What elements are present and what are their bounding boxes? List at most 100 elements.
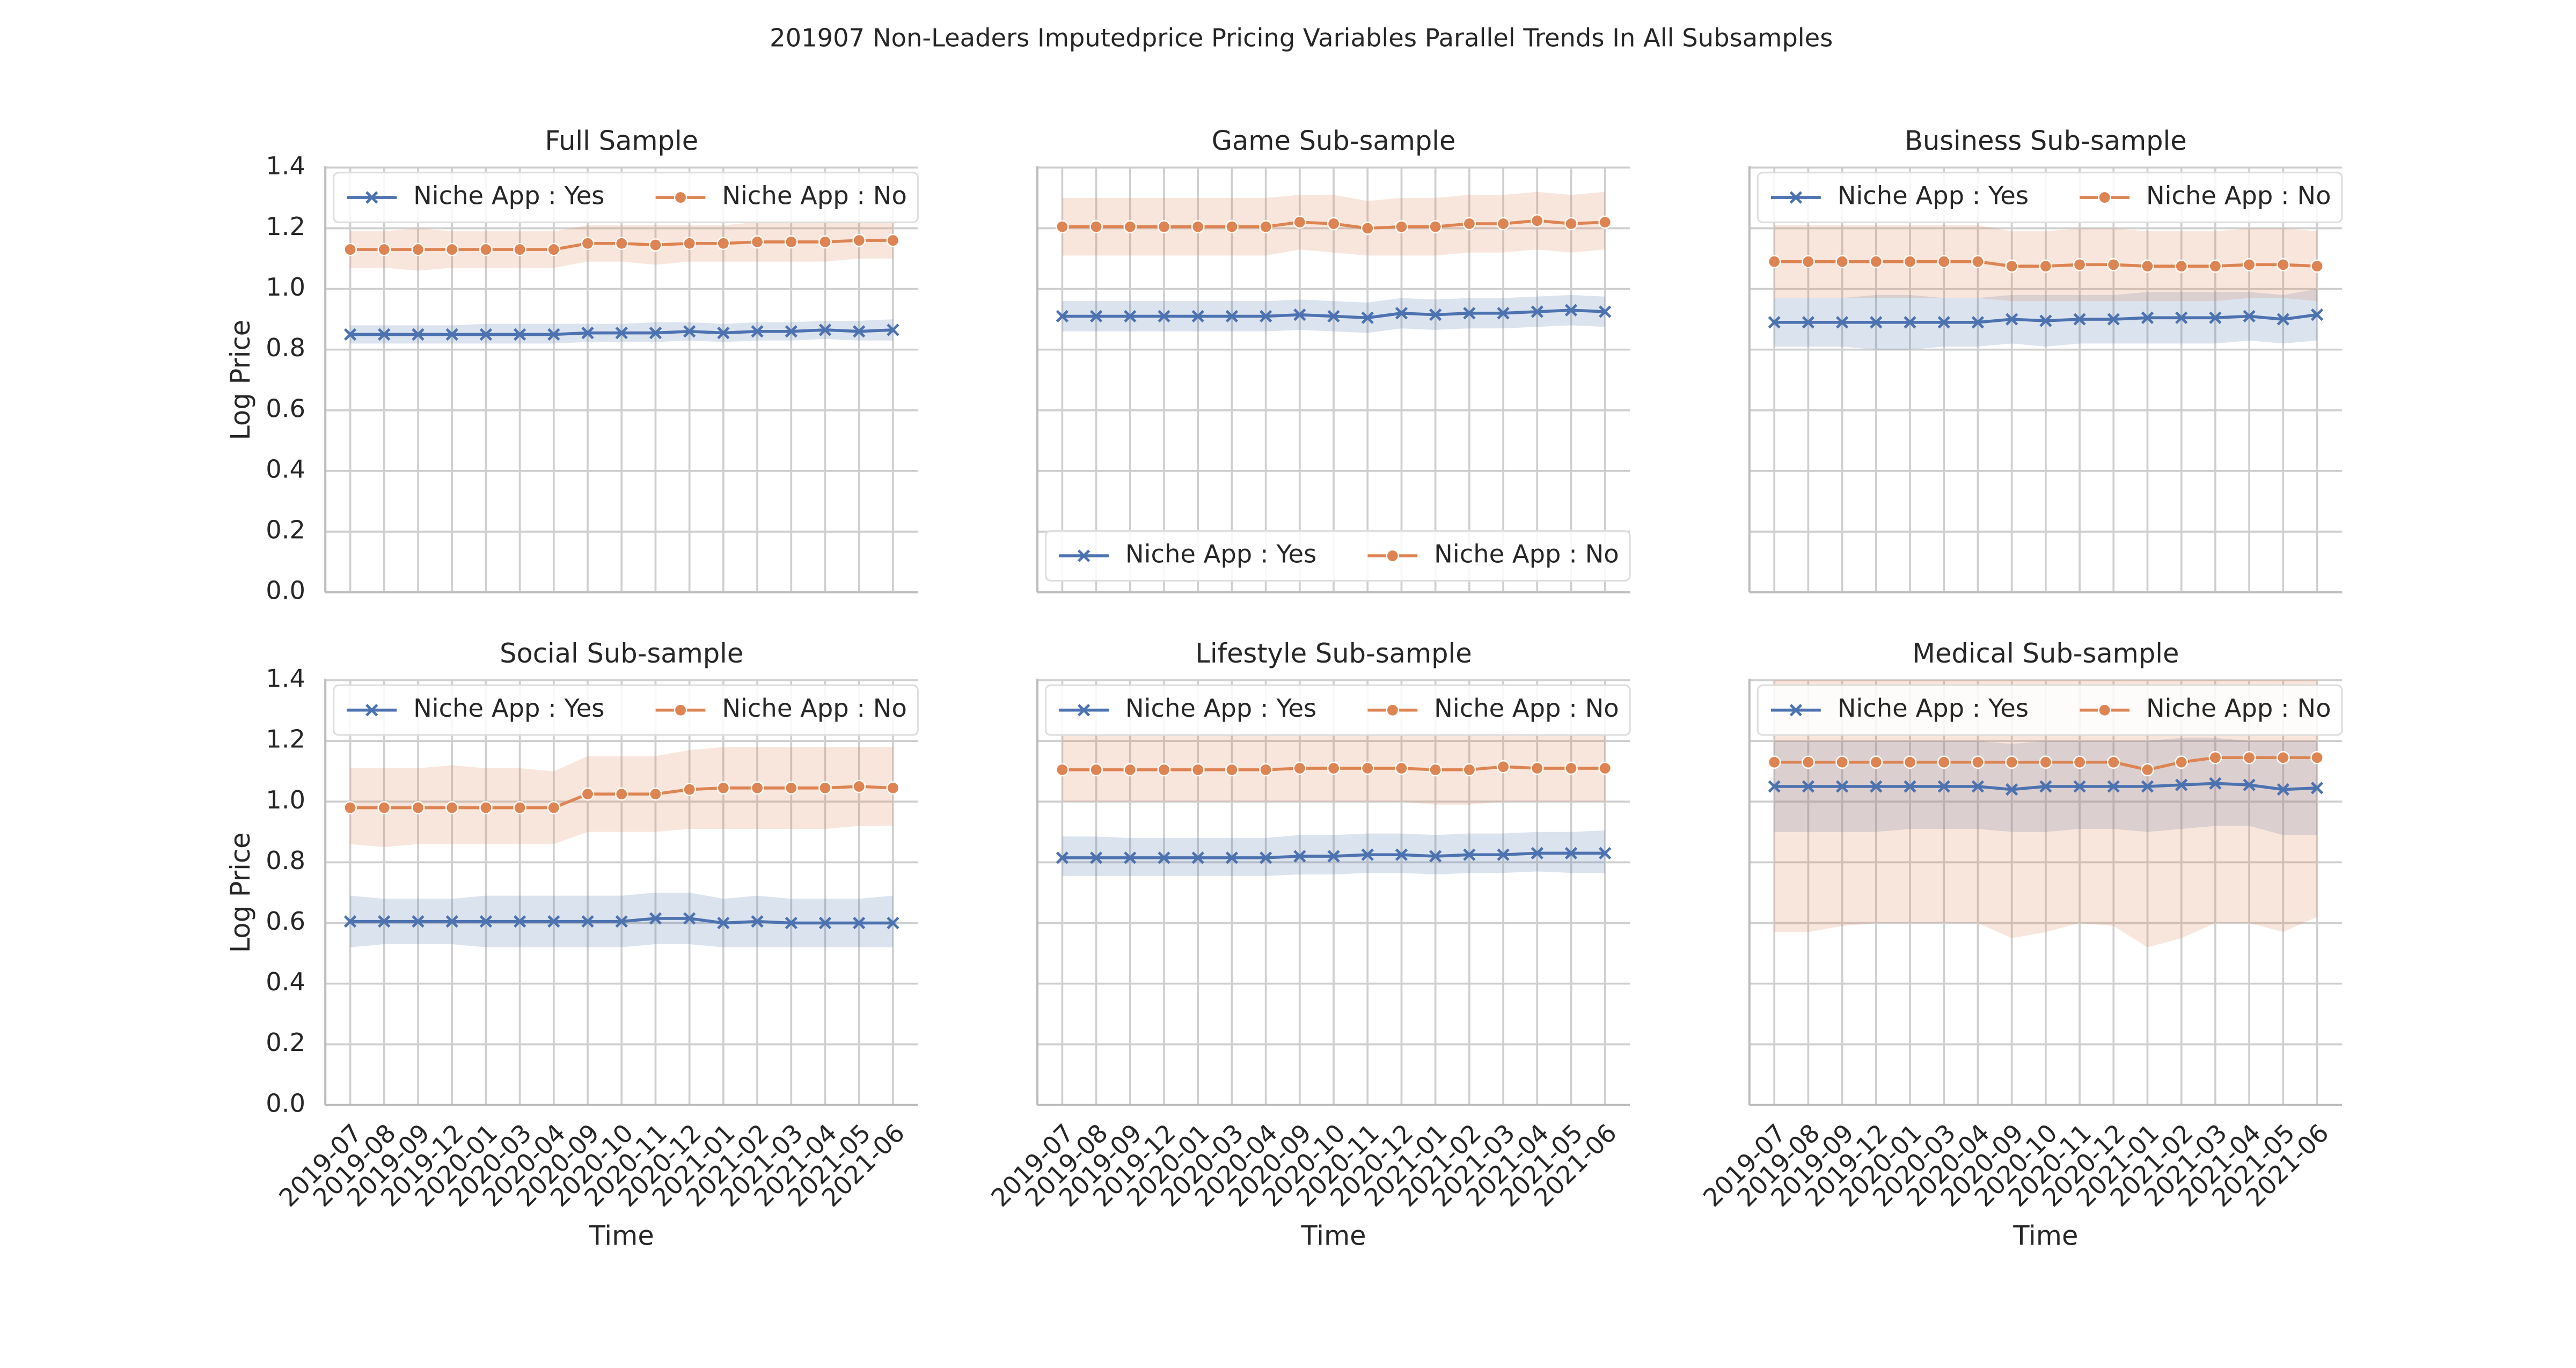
confidence-band [1774,680,2317,947]
point [1564,847,1578,860]
point [2039,755,2053,769]
point [1089,851,1103,864]
legend-marker [674,190,687,204]
panel: 2019-072019-082019-092019-122020-012020-… [985,638,1631,1252]
point [818,781,832,795]
point [1327,850,1340,863]
point [649,787,662,801]
point [2209,311,2222,324]
point [1395,307,1408,320]
point [479,915,493,928]
point [1225,310,1239,323]
y-tick-label: 0.6 [266,907,305,936]
point [2005,783,2018,796]
point [547,801,561,814]
point [513,801,526,814]
point [581,237,595,251]
point [1937,780,1950,793]
point [1225,763,1239,777]
legend-marker [1386,549,1400,563]
point [2039,314,2052,327]
point [2005,755,2019,769]
point [2141,780,2154,793]
point [1904,780,1916,793]
y-tick-label: 1.0 [266,273,305,301]
point [1768,780,1781,793]
point [1056,763,1069,777]
point [1463,848,1476,861]
point [343,328,357,341]
point [2039,259,2053,273]
point [716,781,730,795]
point [784,781,798,795]
point [1937,316,1950,329]
point [581,915,594,928]
point [1598,215,1612,229]
legend-label: Niche App : Yes [1125,694,1316,723]
point [683,237,697,251]
point [649,326,662,340]
point [1835,755,1849,769]
point [1598,761,1612,775]
point [750,235,764,249]
plot-area [1056,192,1612,333]
y-tick-label: 1.4 [266,664,305,693]
point [2243,778,2256,791]
point [547,915,560,928]
point [1157,220,1171,234]
point [1802,316,1815,329]
point [1768,316,1781,329]
point [1293,308,1306,321]
point [1360,222,1374,235]
legend-marker [1386,703,1400,717]
point [581,787,595,801]
point [1157,763,1171,777]
legend-marker [1789,704,1803,717]
point [1327,217,1341,231]
y-tick-label: 0.4 [266,967,305,996]
point [2005,259,2019,273]
point [853,325,866,338]
point [1191,851,1204,864]
point [2141,311,2154,324]
point [1293,215,1307,229]
point [1802,255,1815,269]
point [2208,751,2222,764]
point [1530,214,1544,227]
point [1937,255,1951,269]
point [1361,311,1374,324]
legend-label: Niche App : Yes [413,694,604,723]
legend: Niche App : Yes Niche App : No [1757,172,2343,223]
legend-marker [365,191,378,204]
point [445,328,458,341]
point [1360,761,1374,775]
panel-title: Full Sample [545,125,698,156]
point [2208,259,2222,273]
point [1395,848,1408,861]
panel-title: Business Sub-sample [1905,125,2187,156]
point [2073,755,2087,769]
point [2005,313,2018,326]
y-axis-label: Log Price [225,320,256,440]
y-tick-label: 0.2 [266,516,305,545]
point [1191,220,1205,234]
point [717,916,730,930]
point [1327,761,1341,775]
panel-title: Social Sub-sample [500,638,743,669]
legend-label: Niche App : Yes [1838,181,2029,210]
point [785,325,797,338]
point [2073,258,2087,271]
point [2310,259,2324,273]
point [1293,850,1306,863]
y-tick-label: 0.2 [266,1028,305,1057]
point [547,328,560,341]
point [1971,316,1985,329]
point [1497,307,1510,320]
point [1564,217,1578,231]
panel: 0.00.20.40.60.81.01.21.42019-072019-0820… [225,638,919,1252]
point [818,916,832,930]
legend-box [1044,684,1631,736]
point [1835,316,1849,329]
